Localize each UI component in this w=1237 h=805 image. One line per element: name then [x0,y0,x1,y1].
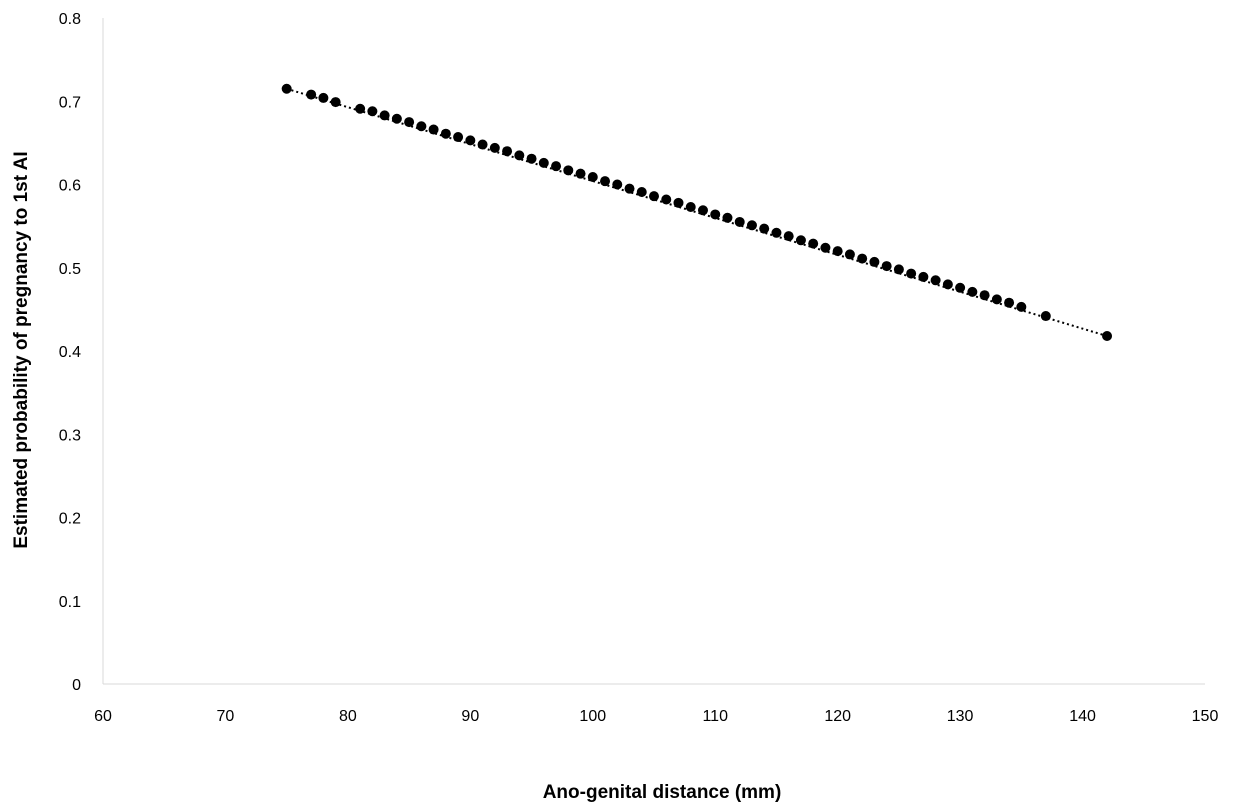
data-point [281,83,292,94]
data-point [416,121,427,132]
data-point [526,153,537,164]
x-tick-label: 80 [339,708,357,725]
data-point [759,223,770,234]
data-point [551,161,562,172]
y-tick-labels: 0 0.1 0.2 0.3 0.4 0.5 0.6 0.7 0.8 [59,11,81,694]
plot-area: 60 70 80 90 100 110 120 130 140 150 0 0.1 0.2 0.3 0.4… [59,11,1219,725]
x-tick-label: 60 [94,708,112,725]
data-point [306,89,317,100]
data-point [636,186,647,197]
y-tick-label: 0.8 [59,11,81,28]
data-point [808,238,819,249]
data-point [649,191,659,202]
data-point [538,157,549,168]
data-point [697,205,708,216]
y-tick-label: 0.5 [59,261,81,278]
data-point [1016,301,1027,312]
data-point [379,110,390,121]
x-tick-label: 140 [1069,708,1096,725]
data-point [367,106,378,117]
x-tick-label: 90 [461,708,479,725]
data-point [955,282,966,293]
x-tick-label: 120 [824,708,851,725]
data-point [869,256,880,267]
data-point [906,268,917,279]
x-tick-label: 150 [1192,708,1219,725]
data-point [881,261,892,272]
y-tick-label: 0.2 [59,511,81,528]
data-point [795,235,806,246]
data-point [624,183,635,194]
data-point [661,194,672,205]
x-tick-label: 130 [947,708,974,725]
y-tick-label: 0.6 [59,178,81,195]
data-point [465,135,476,146]
data-point [673,197,684,208]
data-point [746,220,757,231]
data-point [318,92,329,103]
data-point [722,212,733,223]
data-point [979,290,990,301]
data-point [857,253,868,264]
data-point [710,209,721,220]
data-point [391,113,402,124]
data-point [930,275,941,286]
data-point [771,227,782,238]
data-point [967,286,978,297]
data-points [281,83,1113,342]
data-point [514,150,525,161]
x-tick-label: 100 [579,708,606,725]
data-point [489,142,500,153]
data-point [575,168,586,179]
data-point [991,294,1002,305]
data-point [820,242,831,253]
data-point [612,179,623,190]
x-tick-label: 110 [702,708,728,725]
data-point [685,201,696,212]
x-axis-title: Ano-genital distance (mm) [543,782,782,803]
data-point [1004,297,1015,308]
data-point [477,139,488,150]
x-tick-labels: 60 70 80 90 100 110 120 130 140 150 [94,708,1218,725]
data-point [428,124,439,135]
data-point [1102,331,1113,342]
data-point [918,271,929,282]
data-point [440,128,451,139]
data-point [734,216,745,227]
data-point [502,146,513,157]
data-point [844,249,855,260]
data-point [783,231,794,242]
data-point [355,103,366,114]
y-tick-label: 0 [72,677,81,694]
y-tick-label: 0.7 [59,94,81,111]
data-point [453,132,464,143]
data-point [832,246,843,257]
y-tick-label: 0.3 [59,427,81,444]
data-point [1040,311,1051,322]
data-point [600,176,611,187]
data-point [563,165,574,176]
x-tick-label: 70 [217,708,235,725]
y-tick-label: 0.1 [59,594,81,611]
data-point [587,172,598,183]
data-point [893,264,904,275]
data-point [942,279,953,290]
y-axis-title: Estimated probability of pregnancy to 1s… [11,151,32,548]
data-point [330,97,341,108]
y-tick-label: 0.4 [59,344,81,361]
data-point [404,117,415,128]
